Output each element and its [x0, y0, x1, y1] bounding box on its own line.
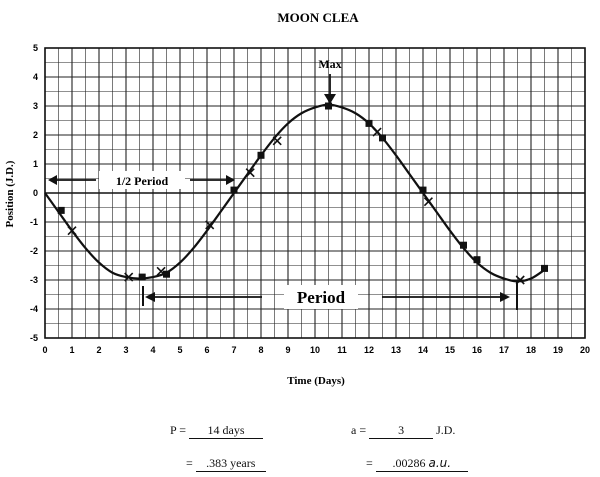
period-days-row: P = 14 days	[170, 423, 263, 439]
semi-major-axis-jd-row: a = 3 J.D.	[351, 423, 455, 439]
x-tick-label: 17	[499, 345, 509, 355]
data-point-square	[257, 151, 265, 159]
period-years-prefix: =	[186, 456, 193, 470]
x-tick-label: 6	[204, 345, 209, 355]
axis-jd-unit: J.D.	[436, 423, 456, 437]
data-point-square	[163, 270, 170, 278]
period-prefix: P =	[170, 423, 186, 437]
cross-stroke	[67, 226, 77, 236]
period-label-bg	[284, 285, 358, 309]
data-points	[57, 102, 548, 285]
cross-stroke	[245, 168, 255, 178]
data-point-cross	[423, 197, 433, 207]
data-point-cross	[67, 226, 77, 236]
period-years-row: = .383 years	[186, 456, 266, 472]
x-tick-label: 0	[42, 345, 47, 355]
x-tick-label: 18	[526, 345, 536, 355]
axis-au-value: .00286 a.u.	[375, 456, 468, 472]
data-point-square	[230, 186, 238, 194]
period-years-value: .383 years	[195, 456, 266, 472]
y-tick-label: 5	[33, 43, 38, 53]
period-days-value: 14 days	[189, 423, 263, 439]
data-point-cross	[372, 127, 382, 137]
y-tick-label: -3	[30, 275, 38, 285]
data-point-square	[379, 134, 386, 142]
x-tick-label: 12	[364, 345, 374, 355]
axis-prefix: a =	[351, 423, 367, 437]
data-point-cross	[272, 136, 282, 146]
x-tick-label: 10	[310, 345, 320, 355]
cross-stroke	[272, 136, 282, 146]
data-point-cross	[245, 168, 255, 178]
x-tick-label: 4	[150, 345, 155, 355]
y-tick-label: 2	[33, 130, 38, 140]
data-point-square	[365, 119, 373, 127]
data-point-cross	[124, 272, 134, 282]
data-point-cross	[205, 220, 215, 230]
x-tick-label: 15	[445, 345, 455, 355]
x-tick-label: 19	[553, 345, 563, 355]
x-tick-label: 1	[69, 345, 74, 355]
cross-stroke	[124, 272, 134, 282]
period-arrowhead-left	[145, 292, 155, 302]
x-tick-label: 14	[418, 345, 428, 355]
y-tick-label: 3	[33, 101, 38, 111]
x-tick-label: 5	[177, 345, 182, 355]
max-arrow-head	[324, 94, 336, 104]
axis-au-prefix: =	[366, 456, 373, 470]
half-period-label: 1/2 Period	[116, 174, 169, 188]
cross-stroke	[372, 127, 382, 137]
data-point-square	[57, 206, 65, 214]
period-arrowhead-right	[500, 292, 510, 302]
period-label: Period	[297, 288, 346, 307]
y-tick-label: 4	[33, 72, 38, 82]
axis-au-number: .00286	[392, 456, 426, 470]
half-period-arrowhead-right	[226, 175, 235, 185]
half-period-label-bg	[99, 171, 185, 189]
data-point-square	[419, 186, 427, 194]
y-axis-label: Position (J.D.)	[4, 160, 16, 227]
x-tick-label: 16	[472, 345, 482, 355]
y-tick-label: -4	[30, 304, 38, 314]
x-tick-label: 7	[231, 345, 236, 355]
cross-stroke	[205, 220, 215, 230]
cross-stroke	[156, 266, 166, 276]
x-axis-label: Time (Days)	[287, 375, 345, 387]
y-tick-label: 0	[33, 188, 38, 198]
data-point-square	[325, 102, 332, 110]
x-tick-label: 13	[391, 345, 401, 355]
data-point-square	[541, 264, 548, 272]
y-tick-label: -2	[30, 246, 38, 256]
y-tick-label: -5	[30, 333, 38, 343]
max-label: Max	[318, 57, 341, 71]
y-tick-label: 1	[33, 159, 38, 169]
x-tick-label: 8	[258, 345, 263, 355]
data-point-square	[138, 273, 146, 281]
data-point-cross	[156, 266, 166, 276]
semi-major-axis-au-row: = .00286 a.u.	[366, 456, 468, 472]
x-tick-label: 20	[580, 345, 590, 355]
x-tick-label: 2	[96, 345, 101, 355]
x-tick-label: 3	[123, 345, 128, 355]
chart-title: MOON CLEA	[277, 10, 359, 25]
y-tick-labels: -5 -4 -3 -2 -1 0 1 2 3 4 5	[30, 43, 38, 343]
axis-jd-value: 3	[369, 423, 434, 439]
x-tick-labels: 0 1 2 3 4 5 6 7 8 9 10 11 12 13 14 15 16 17 18 19 20	[42, 345, 590, 355]
axis-au-unit: a.u.	[428, 456, 452, 470]
annotations: Max 1/2 Period Period	[48, 57, 518, 310]
x-tick-label: 9	[285, 345, 290, 355]
half-period-arrowhead-left	[48, 175, 57, 185]
cross-stroke	[423, 197, 433, 207]
data-point-square	[473, 256, 481, 264]
x-tick-label: 11	[337, 345, 347, 355]
data-point-square	[460, 241, 467, 249]
y-tick-label: -1	[30, 217, 38, 227]
